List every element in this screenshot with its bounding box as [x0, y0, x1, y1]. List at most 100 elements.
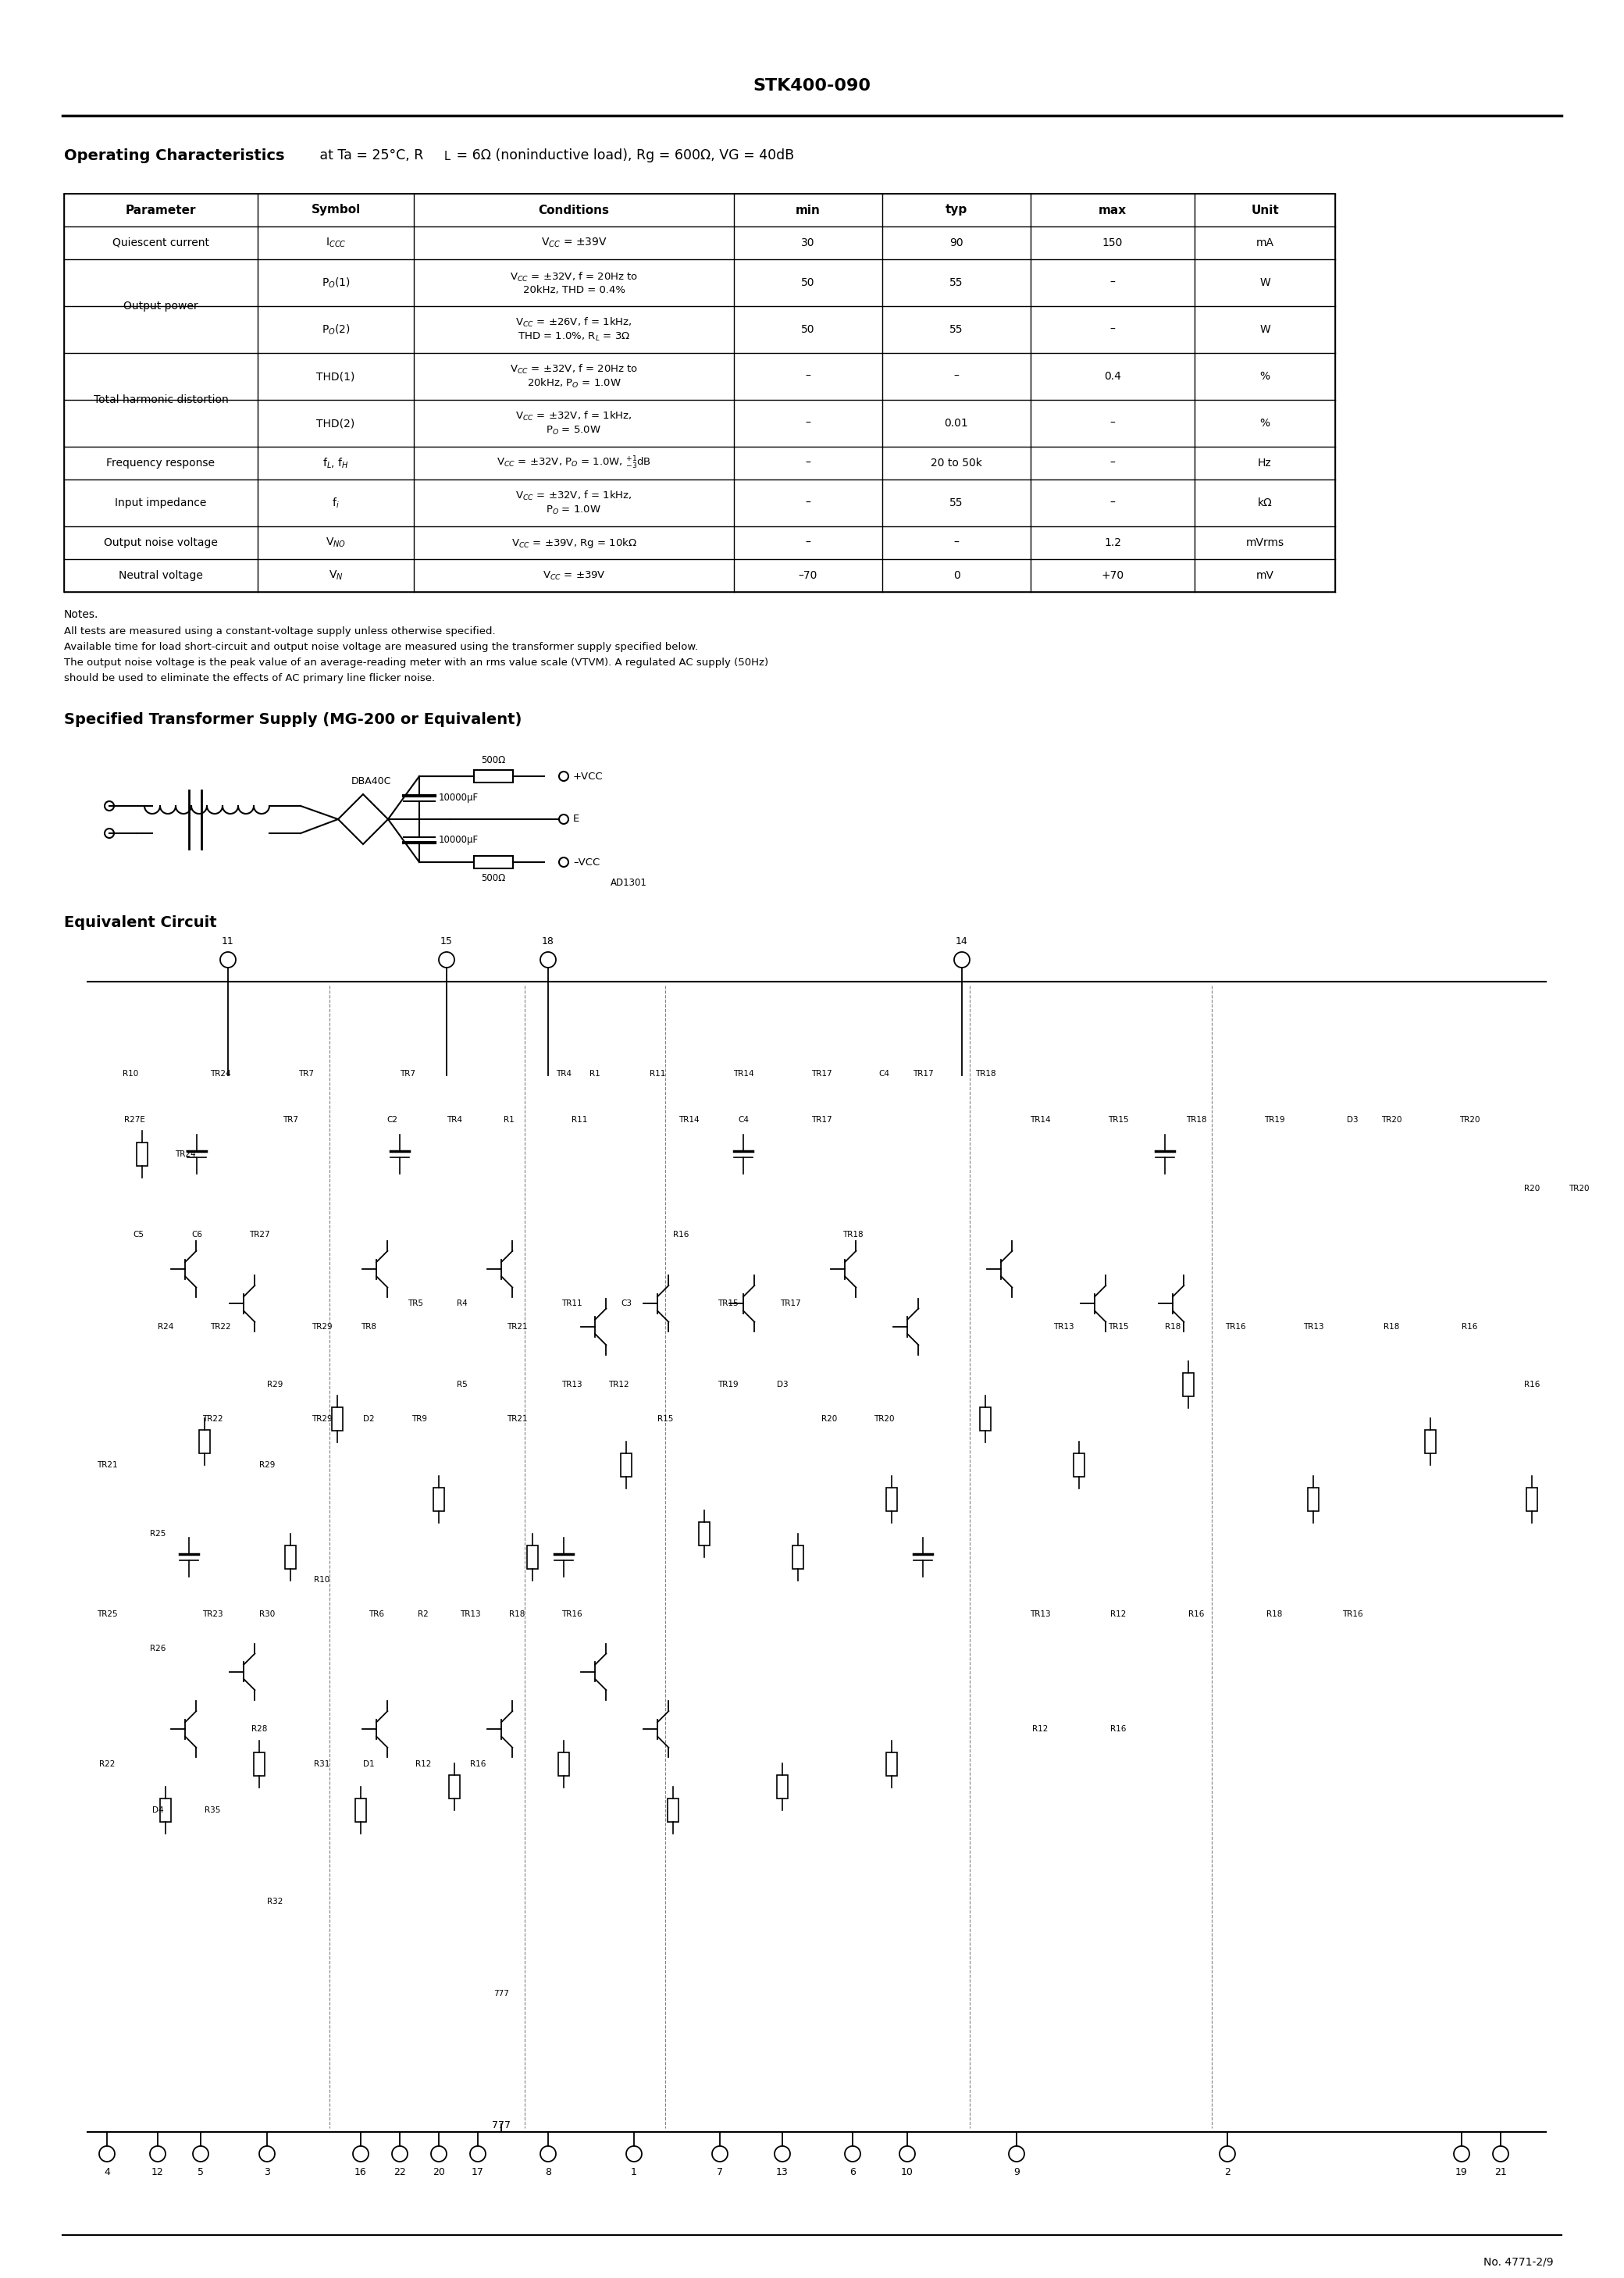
- Text: Unit: Unit: [1250, 205, 1278, 216]
- Text: TR7: TR7: [400, 1071, 416, 1077]
- Text: C2: C2: [387, 1116, 398, 1123]
- Text: = 6Ω (noninductive load), Rg = 600Ω, VG = 40dB: = 6Ω (noninductive load), Rg = 600Ω, VG …: [451, 148, 794, 162]
- Text: R18: R18: [1384, 1324, 1400, 1330]
- Text: Parameter: Parameter: [125, 205, 197, 216]
- Text: W: W: [1260, 323, 1270, 335]
- Text: 11: 11: [222, 936, 234, 945]
- Text: TR20: TR20: [1380, 1116, 1402, 1123]
- Text: R16: R16: [1523, 1380, 1540, 1387]
- Text: R2: R2: [417, 1611, 429, 1617]
- Text: 55: 55: [950, 497, 963, 508]
- Text: D3: D3: [1346, 1116, 1358, 1123]
- Text: 2: 2: [1224, 2166, 1231, 2178]
- Text: TR27: TR27: [248, 1230, 270, 1239]
- Text: TR22: TR22: [209, 1324, 231, 1330]
- Text: R26: R26: [149, 1645, 166, 1654]
- Text: TR14: TR14: [732, 1071, 754, 1077]
- Text: 500Ω: 500Ω: [481, 872, 505, 884]
- Text: P$_O$(1): P$_O$(1): [322, 276, 351, 289]
- Text: TR12: TR12: [607, 1380, 628, 1387]
- Bar: [1073, 1453, 1085, 1476]
- Text: –: –: [1109, 278, 1116, 287]
- Bar: [63, 194, 1335, 592]
- Bar: [253, 1752, 265, 1775]
- Text: STK400-090: STK400-090: [754, 77, 870, 93]
- Bar: [979, 1408, 991, 1431]
- Text: Operating Characteristics: Operating Characteristics: [63, 148, 284, 164]
- Text: Total harmonic distortion: Total harmonic distortion: [94, 394, 229, 405]
- Text: typ: typ: [945, 205, 968, 216]
- Text: C4: C4: [737, 1116, 749, 1123]
- Text: R20: R20: [1523, 1185, 1540, 1194]
- Text: 150: 150: [1103, 237, 1122, 248]
- Text: 0.4: 0.4: [1104, 371, 1121, 383]
- Text: V$_{CC}$ = ±32V, f = 1kHz,
P$_O$ = 1.0W: V$_{CC}$ = ±32V, f = 1kHz, P$_O$ = 1.0W: [515, 490, 632, 515]
- Text: TR23: TR23: [201, 1611, 222, 1617]
- Bar: [65, 401, 257, 446]
- Text: 0: 0: [953, 570, 960, 581]
- Bar: [200, 1431, 209, 1453]
- Text: %: %: [1260, 371, 1270, 383]
- Text: TR18: TR18: [974, 1071, 996, 1077]
- Text: Specified Transformer Supply (MG-200 or Equivalent): Specified Transformer Supply (MG-200 or …: [63, 713, 521, 727]
- Text: AD1301: AD1301: [611, 877, 646, 888]
- Text: –70: –70: [799, 570, 817, 581]
- Text: TR6: TR6: [369, 1611, 385, 1617]
- Text: 9: 9: [1013, 2166, 1020, 2178]
- Text: 1: 1: [630, 2166, 637, 2178]
- Text: TR17: TR17: [780, 1301, 801, 1308]
- Text: TR13: TR13: [460, 1611, 481, 1617]
- Text: The output noise voltage is the peak value of an average-reading meter with an r: The output noise voltage is the peak val…: [63, 658, 768, 667]
- Text: Notes.: Notes.: [63, 608, 99, 620]
- Text: TR17: TR17: [810, 1116, 831, 1123]
- Bar: [1182, 1374, 1194, 1396]
- Text: TR17: TR17: [913, 1071, 934, 1077]
- Text: TR13: TR13: [1030, 1611, 1051, 1617]
- Text: 0.01: 0.01: [945, 417, 968, 428]
- Text: f$_L$, f$_H$: f$_L$, f$_H$: [323, 456, 349, 469]
- Text: R11: R11: [572, 1116, 588, 1123]
- Text: THD(2): THD(2): [317, 417, 356, 428]
- Text: V$_{CC}$ = ±39V: V$_{CC}$ = ±39V: [542, 570, 606, 581]
- Text: V$_{NO}$: V$_{NO}$: [325, 535, 346, 549]
- Text: TR7: TR7: [299, 1071, 313, 1077]
- Text: R15: R15: [658, 1415, 674, 1424]
- Text: 50: 50: [801, 323, 815, 335]
- Bar: [887, 1752, 896, 1775]
- Text: R27E: R27E: [123, 1116, 145, 1123]
- Bar: [474, 857, 513, 868]
- Text: 20 to 50k: 20 to 50k: [931, 458, 983, 469]
- Text: TR4: TR4: [555, 1071, 572, 1077]
- Text: –: –: [806, 458, 810, 469]
- Text: R18: R18: [1164, 1324, 1181, 1330]
- Bar: [776, 1775, 788, 1800]
- Text: 1.2: 1.2: [1104, 538, 1121, 549]
- Bar: [528, 1544, 538, 1570]
- Text: TR4: TR4: [447, 1116, 463, 1123]
- Text: 7: 7: [716, 2166, 723, 2178]
- Text: 3: 3: [265, 2166, 270, 2178]
- Text: TR20: TR20: [874, 1415, 895, 1424]
- Text: –: –: [806, 417, 810, 428]
- Text: R1: R1: [590, 1071, 601, 1077]
- Text: D4: D4: [153, 1806, 164, 1813]
- Text: 50: 50: [801, 278, 815, 287]
- Text: TR15: TR15: [718, 1301, 737, 1308]
- Text: R12: R12: [1111, 1611, 1125, 1617]
- Bar: [331, 1408, 343, 1431]
- Text: mA: mA: [1255, 237, 1273, 248]
- Text: 19: 19: [1455, 2166, 1468, 2178]
- Text: TR18: TR18: [843, 1230, 862, 1239]
- Text: V$_{CC}$ = ±32V, f = 20Hz to
20kHz, THD = 0.4%: V$_{CC}$ = ±32V, f = 20Hz to 20kHz, THD …: [510, 271, 638, 294]
- Text: +VCC: +VCC: [573, 772, 603, 781]
- Text: DBA40C: DBA40C: [351, 777, 391, 786]
- Text: C5: C5: [133, 1230, 143, 1239]
- Text: –: –: [1109, 323, 1116, 335]
- Text: 10000μF: 10000μF: [438, 793, 479, 804]
- Text: R16: R16: [1111, 1724, 1125, 1734]
- Text: R30: R30: [260, 1611, 274, 1617]
- Text: %: %: [1260, 417, 1270, 428]
- Bar: [434, 1488, 445, 1510]
- Text: 12: 12: [151, 2166, 164, 2178]
- Bar: [1527, 1488, 1538, 1510]
